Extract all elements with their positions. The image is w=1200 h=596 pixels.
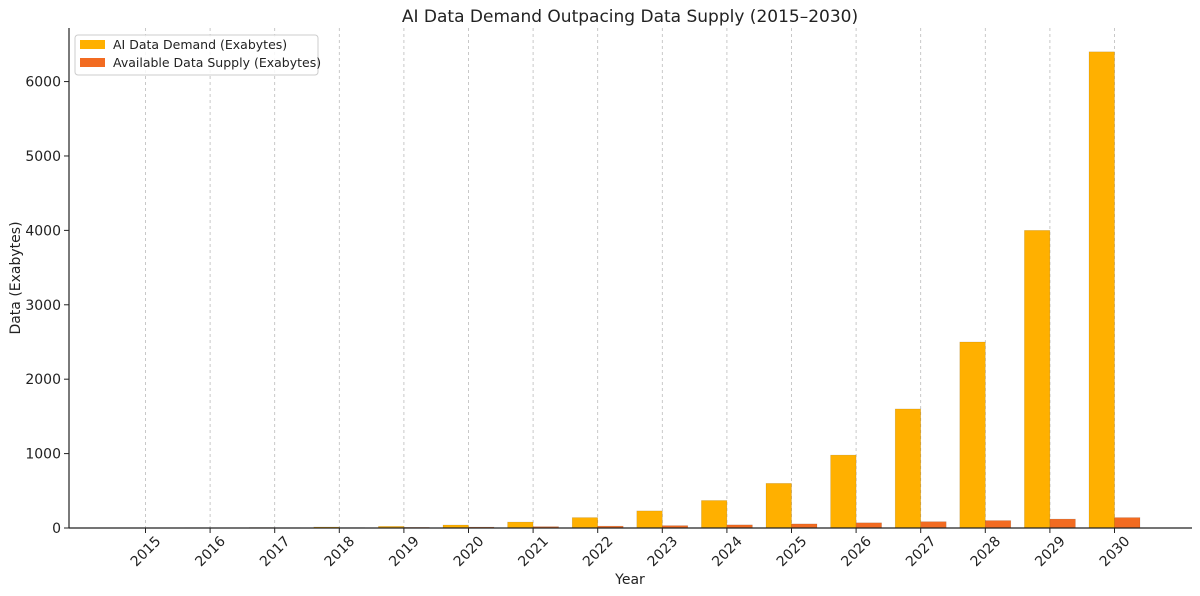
x-tick-label: 2023 (645, 534, 682, 571)
y-tick-label: 0 (52, 521, 61, 537)
bar-demand-2030 (1088, 51, 1115, 529)
bar-demand-2022 (571, 517, 599, 529)
x-tick-label: 2029 (1032, 534, 1069, 571)
x-tick-label: 2027 (903, 534, 940, 571)
bars (119, 51, 1141, 529)
legend: AI Data Demand (Exabytes) Available Data… (74, 34, 321, 76)
x-tick-label: 2028 (968, 534, 1005, 571)
x-tick-label: 2021 (515, 534, 552, 571)
y-tick-label: 6000 (25, 75, 61, 91)
bar-demand-2024 (701, 500, 728, 529)
x-tick-label: 2022 (580, 534, 617, 571)
x-tick-label: 2020 (451, 534, 488, 571)
bar-demand-2025 (765, 483, 792, 529)
x-tick-label: 2016 (192, 533, 229, 570)
bar-demand-2021 (507, 521, 534, 529)
bar-supply-2026 (855, 522, 882, 529)
x-tick-label: 2019 (386, 534, 423, 571)
legend-swatch-supply (80, 58, 105, 67)
legend-box (74, 34, 319, 76)
legend-label-demand: AI Data Demand (Exabytes) (113, 37, 287, 52)
x-tick-label: 2015 (128, 534, 165, 571)
bar-demand-2023 (636, 510, 663, 529)
chart-title: AI Data Demand Outpacing Data Supply (20… (402, 7, 858, 27)
bar-demand-2026 (830, 454, 857, 529)
x-tick-label: 2018 (322, 534, 359, 571)
bar-supply-2028 (984, 520, 1012, 529)
x-tick-label: 2025 (774, 534, 811, 571)
bar-supply-2030 (1114, 517, 1141, 529)
y-tick-label: 3000 (25, 298, 61, 314)
y-tick-label: 1000 (25, 447, 61, 463)
legend-label-supply: Available Data Supply (Exabytes) (113, 55, 321, 70)
bar-supply-2029 (1049, 518, 1076, 529)
bar-demand-2029 (1024, 230, 1051, 529)
x-axis-ticks: 2015 2016 2017 2018 2019 2020 2021 2022 2023 2024… (128, 528, 1134, 571)
bar-supply-2025 (791, 523, 818, 529)
y-tick-label: 4000 (25, 223, 61, 239)
y-tick-label: 2000 (25, 372, 61, 388)
x-tick-label: 2030 (1097, 534, 1134, 571)
x-tick-label: 2026 (838, 533, 875, 570)
y-tick-label: 5000 (25, 149, 61, 165)
y-axis-ticks: 0 1000 2000 3000 4000 5000 6000 (25, 75, 69, 537)
bar-demand-2028 (959, 341, 986, 529)
bar-supply-2027 (920, 521, 947, 529)
x-tick-label: 2017 (257, 534, 294, 571)
y-axis-label: Data (Exabytes) (8, 221, 24, 334)
x-axis-label: Year (614, 572, 645, 588)
legend-swatch-demand (80, 40, 105, 49)
x-tick-label: 2024 (709, 533, 746, 570)
bar-demand-2027 (894, 408, 922, 529)
